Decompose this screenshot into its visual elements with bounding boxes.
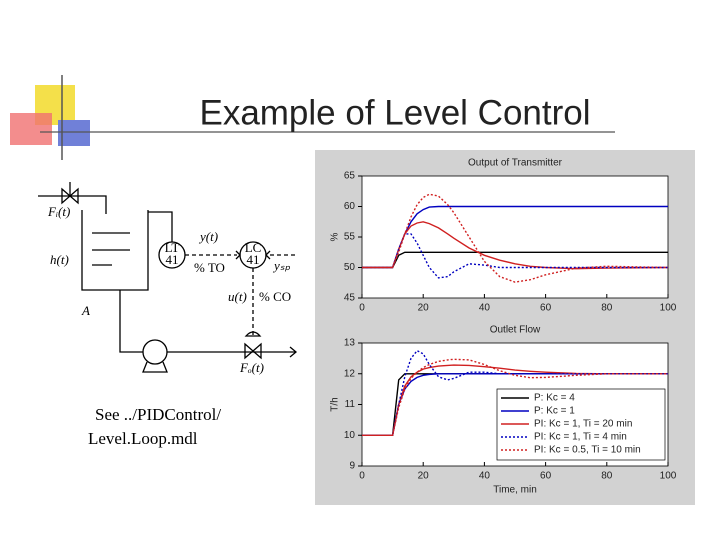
y-axis-label: T/h bbox=[330, 397, 341, 411]
y-tick-label: 55 bbox=[344, 232, 356, 243]
pump-base bbox=[142, 361, 168, 373]
y-tick-label: 10 bbox=[344, 430, 356, 441]
y-tick-label: 45 bbox=[344, 293, 356, 304]
deco-red bbox=[10, 113, 52, 145]
legend-label: PI: Kc = 1, Ti = 4 min bbox=[534, 432, 627, 443]
label: A bbox=[81, 303, 90, 318]
tank bbox=[81, 210, 149, 291]
chart-title: Outlet Flow bbox=[490, 325, 541, 336]
arrow bbox=[289, 346, 298, 358]
label: u(t) bbox=[228, 289, 247, 304]
y-tick-label: 60 bbox=[344, 201, 356, 212]
label: 41 bbox=[247, 252, 260, 267]
x-tick-label: 80 bbox=[601, 471, 613, 482]
x-tick-label: 80 bbox=[601, 303, 613, 314]
label: y(t) bbox=[198, 229, 218, 244]
arrow bbox=[265, 250, 271, 260]
y-tick-label: 9 bbox=[349, 461, 355, 472]
label: % TO bbox=[194, 260, 225, 275]
pump bbox=[142, 339, 168, 365]
x-tick-label: 20 bbox=[418, 303, 430, 314]
label: Fₒ(t) bbox=[239, 360, 264, 375]
x-tick-label: 0 bbox=[359, 471, 365, 482]
chart-title: Output of Transmitter bbox=[468, 158, 563, 169]
valve bbox=[61, 187, 79, 205]
series-line bbox=[362, 349, 668, 436]
legend-label: P: Kc = 4 bbox=[534, 393, 575, 404]
x-tick-label: 0 bbox=[359, 303, 365, 314]
plot-area bbox=[361, 175, 669, 299]
charts: Output of Transmitter% 45 50 55 60 65 0 20 40 60 8… bbox=[330, 158, 677, 496]
y-tick-label: 11 bbox=[345, 399, 356, 410]
legend-label: PI: Kc = 1, Ti = 20 min bbox=[534, 419, 632, 430]
y-tick-label: 50 bbox=[344, 262, 356, 273]
x-tick-label: 40 bbox=[479, 471, 491, 482]
series-line bbox=[362, 251, 668, 269]
series-line bbox=[362, 193, 669, 283]
x-tick-label: 100 bbox=[660, 471, 677, 482]
outlet-pipe bbox=[119, 290, 296, 353]
arrow bbox=[235, 250, 241, 260]
deco-blue bbox=[58, 120, 90, 146]
x-tick-label: 20 bbox=[418, 471, 430, 482]
x-axis-label: Time, min bbox=[493, 485, 537, 496]
legend-label: P: Kc = 1 bbox=[534, 406, 575, 417]
series-line bbox=[362, 364, 668, 436]
label: % CO bbox=[259, 289, 291, 304]
valve bbox=[244, 342, 262, 360]
y-tick-label: 12 bbox=[344, 368, 356, 379]
note: See ../PIDControl/ bbox=[95, 405, 221, 424]
x-tick-label: 40 bbox=[479, 303, 491, 314]
inlet-pipe bbox=[38, 195, 107, 214]
y-tick-label: 13 bbox=[344, 338, 356, 349]
series-line bbox=[362, 233, 668, 279]
series-line bbox=[362, 358, 668, 436]
label: 41 bbox=[166, 252, 179, 267]
x-tick-label: 60 bbox=[540, 303, 552, 314]
x-tick-label: 60 bbox=[540, 471, 552, 482]
legend-label: PI: Kc = 0.5, Ti = 10 min bbox=[534, 445, 641, 456]
label: LC bbox=[245, 240, 262, 255]
label: h(t) bbox=[50, 252, 69, 267]
note: Level.Loop.mdl bbox=[88, 429, 198, 448]
y-axis-label: % bbox=[330, 232, 341, 241]
label: Fᵢ(t) bbox=[47, 204, 70, 219]
actuator bbox=[244, 331, 262, 337]
y-tick-label: 65 bbox=[344, 171, 356, 182]
label: LT bbox=[165, 240, 180, 255]
slide-title: Example of Level Control bbox=[199, 93, 590, 132]
sensor-line bbox=[148, 211, 173, 242]
process-diagram: Fᵢ(t) h(t) A LT 41 LC 41 y(t) % TO yₛₚ u… bbox=[38, 182, 298, 375]
label: yₛₚ bbox=[272, 258, 291, 273]
x-tick-label: 100 bbox=[660, 303, 677, 314]
